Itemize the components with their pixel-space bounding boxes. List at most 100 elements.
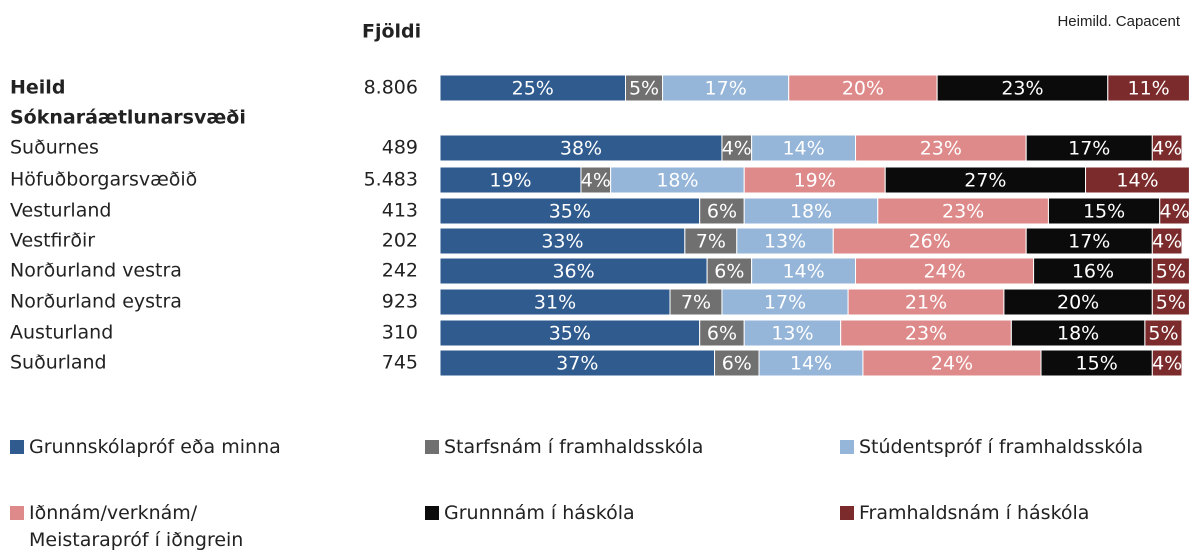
value-label: 20% — [1057, 292, 1099, 314]
value-label: 36% — [552, 261, 594, 283]
value-label: 6% — [707, 323, 737, 345]
category-label: Norðurland vestra — [10, 260, 182, 282]
bar-segment — [580, 166, 612, 194]
bar-segment — [1085, 166, 1190, 194]
value-label: 19% — [489, 170, 531, 192]
bar-segment — [662, 74, 790, 102]
chart: Heimild. Capacent Fjöldi Sóknaráætlunars… — [10, 13, 1190, 377]
bar-segment — [884, 166, 1087, 194]
bar-segment — [847, 288, 1005, 316]
bar-segment — [1047, 197, 1161, 225]
value-label: 31% — [534, 292, 576, 314]
value-label: 5% — [1156, 261, 1186, 283]
bar-segment — [743, 319, 842, 347]
category-label: Suðurland — [10, 352, 107, 374]
bar-segment — [877, 197, 1049, 225]
legend-swatch — [10, 506, 24, 520]
legend-label: Iðnnám/verknám/ Meistarapróf í iðngrein — [29, 502, 244, 551]
bar-segment — [721, 288, 849, 316]
value-label: 4% — [1152, 353, 1182, 375]
value-label: 6% — [707, 201, 737, 223]
value-label: 4% — [1160, 201, 1190, 223]
bar-segment — [1003, 288, 1153, 316]
legend-swatch — [425, 506, 439, 520]
value-label: 23% — [920, 138, 962, 160]
bar-segment — [1159, 197, 1190, 225]
bar-segment — [736, 227, 834, 255]
bar-segment — [1151, 349, 1183, 377]
bar-segment — [1040, 349, 1153, 377]
bar-segment — [1144, 319, 1183, 347]
bar-segment — [1151, 288, 1190, 316]
value-label: 7% — [696, 231, 726, 253]
value-label: 16% — [1072, 261, 1114, 283]
bar-segment — [855, 134, 1027, 162]
value-label: 14% — [782, 261, 824, 283]
legend-item: Iðnnám/verknám/ Meistarapróf í iðngrein — [10, 500, 270, 554]
value-label: 37% — [556, 353, 598, 375]
value-label: 4% — [722, 138, 752, 160]
value-label: 5% — [1148, 323, 1178, 345]
value-label: 14% — [1116, 170, 1158, 192]
value-label: 4% — [1152, 231, 1182, 253]
bar-segment — [439, 74, 626, 102]
bar-segment — [1151, 227, 1183, 255]
legend-item: Framhaldsnám í háskóla — [840, 500, 1089, 527]
legend-label: Grunnnám í háskóla — [444, 502, 635, 524]
category-label: Vesturland — [10, 200, 111, 222]
value-label: 35% — [549, 323, 591, 345]
count-label: 310 — [382, 322, 418, 344]
legend-item: Stúdentspróf í framhaldsskóla — [840, 434, 1143, 461]
group-label: Sóknaráætlunarsvæði — [10, 107, 246, 129]
legend-swatch — [425, 440, 439, 454]
value-label: 15% — [1083, 201, 1125, 223]
bar-segment — [439, 288, 671, 316]
count-label: 242 — [382, 260, 418, 282]
bar-segment — [439, 257, 708, 285]
bar-segment — [743, 166, 886, 194]
value-label: 15% — [1076, 353, 1118, 375]
legend-label: Framhaldsnám í háskóla — [859, 502, 1090, 524]
count-label: 745 — [382, 352, 418, 374]
value-label: 23% — [942, 201, 984, 223]
legend-label: Starfsnám í framhaldsskóla — [444, 436, 704, 458]
value-label: 20% — [842, 78, 884, 100]
value-label: 13% — [764, 231, 806, 253]
value-label: 5% — [629, 78, 659, 100]
value-label: 35% — [549, 201, 591, 223]
bar-segment — [1033, 257, 1153, 285]
value-label: 6% — [722, 353, 752, 375]
value-label: 14% — [790, 353, 832, 375]
bar-segment — [1151, 257, 1190, 285]
count-label: 489 — [382, 137, 418, 159]
value-label: 17% — [1068, 231, 1110, 253]
bar-segment — [721, 134, 753, 162]
bar-segment — [832, 227, 1027, 255]
bar-segment — [1010, 319, 1146, 347]
legend-label: Grunnskólapróf eða minna — [29, 436, 281, 458]
bar-segment — [439, 197, 701, 225]
bar-segment — [625, 74, 664, 102]
value-label: 14% — [782, 138, 824, 160]
value-label: 18% — [1057, 323, 1099, 345]
legend-swatch — [840, 440, 854, 454]
legend-label: Stúdentspróf í framhaldsskóla — [859, 436, 1144, 458]
bar-segment — [439, 349, 716, 377]
count-label: 923 — [382, 291, 418, 313]
category-label: Austurland — [10, 322, 113, 344]
count-label: 202 — [382, 230, 418, 252]
legend-swatch — [840, 506, 854, 520]
count-label: 5.483 — [364, 169, 418, 191]
bar-segment — [439, 134, 723, 162]
value-label: 23% — [905, 323, 947, 345]
bar-segment — [743, 197, 879, 225]
value-label: 26% — [909, 231, 951, 253]
count-label: 413 — [382, 200, 418, 222]
value-label: 25% — [512, 78, 554, 100]
value-label: 4% — [1152, 138, 1182, 160]
bar-segment — [439, 166, 582, 194]
value-label: 19% — [794, 170, 836, 192]
bar-segment — [1151, 134, 1183, 162]
value-label: 18% — [790, 201, 832, 223]
